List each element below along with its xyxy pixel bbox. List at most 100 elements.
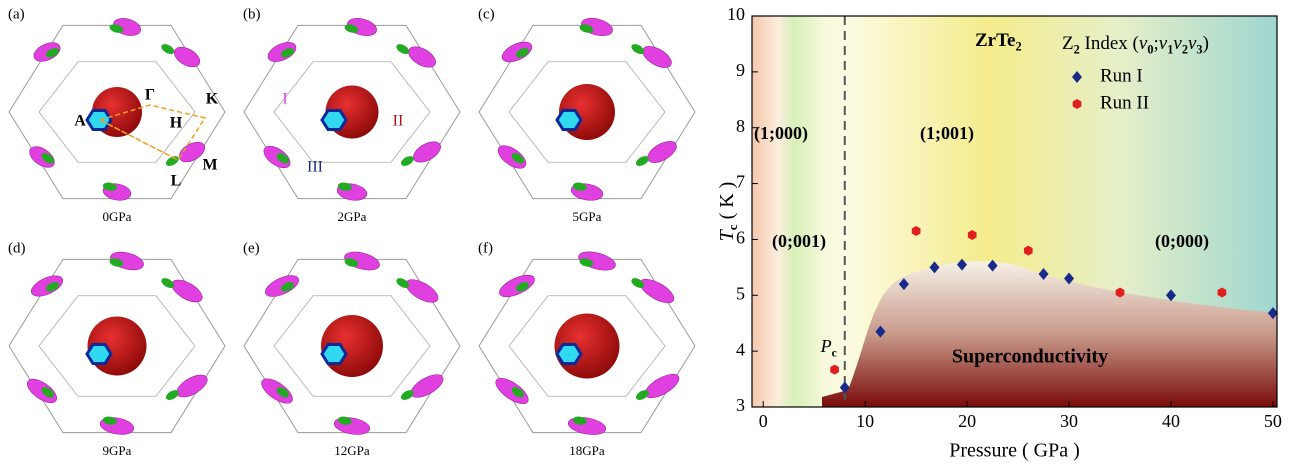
marker-hexagon bbox=[1023, 245, 1033, 256]
pocket-green bbox=[165, 156, 179, 166]
legend-title-part: 2 bbox=[1074, 43, 1080, 57]
phase-label: (1;000) bbox=[754, 123, 808, 144]
pocket-green bbox=[631, 278, 645, 289]
panel: (d) 9GPa bbox=[8, 240, 226, 458]
pocket-green bbox=[280, 48, 295, 58]
fermi-surface-panels: (a) 0GPa (b) 2GPa (c) 5GPa (d) 9GPa (e) 12GPa (f) 1… bbox=[8, 6, 696, 458]
marker-hexagon bbox=[1115, 287, 1125, 298]
legend-title-part: v bbox=[1139, 33, 1148, 54]
pocket-green bbox=[515, 282, 530, 292]
legend-title: Z2 Index (v0;v1v2v3) bbox=[1062, 33, 1209, 56]
marker-diamond bbox=[875, 325, 886, 338]
panel: (a) 0GPa bbox=[8, 6, 226, 224]
pressure-label: 9GPa bbox=[103, 443, 132, 458]
pocket-green bbox=[396, 44, 410, 55]
pocket-green bbox=[400, 390, 414, 400]
pocket-magenta bbox=[567, 417, 607, 435]
compound-label-part: ZrTe bbox=[975, 30, 1015, 51]
a-pocket bbox=[320, 108, 348, 132]
pocket-green bbox=[161, 278, 175, 289]
y-tick-label: 9 bbox=[736, 60, 745, 80]
legend-title-part: 0 bbox=[1147, 43, 1153, 57]
marker-diamond bbox=[1165, 289, 1176, 302]
phase-label: (1;001) bbox=[920, 123, 974, 144]
pocket-green bbox=[344, 24, 359, 33]
panel: (b) 2GPa bbox=[243, 6, 461, 224]
pressure-label: 5GPa bbox=[573, 209, 602, 224]
pocket-magenta bbox=[639, 278, 675, 304]
pocket-green bbox=[161, 44, 175, 55]
symmetry-point: H bbox=[170, 115, 183, 132]
pocket-green bbox=[41, 387, 54, 398]
x-axis-label: Pressure ( GPa ) bbox=[949, 440, 1080, 462]
legend-title-part: v bbox=[1173, 33, 1182, 54]
legend-title-part: 3 bbox=[1196, 43, 1202, 57]
a-pocket bbox=[320, 342, 348, 366]
marker-hexagon bbox=[967, 229, 977, 240]
bz-outline bbox=[8, 24, 226, 200]
bz-inner bbox=[508, 61, 666, 163]
pocket-green bbox=[635, 156, 649, 166]
pocket-green bbox=[344, 258, 359, 267]
pocket-green bbox=[631, 44, 645, 55]
phase-label: (0;001) bbox=[772, 231, 826, 252]
pocket-green bbox=[515, 48, 530, 58]
y-axis-label-part: ( K ) bbox=[716, 182, 738, 225]
bz-outline bbox=[8, 258, 226, 434]
pocket-green bbox=[400, 156, 414, 166]
pocket-green bbox=[45, 48, 60, 58]
pocket-magenta bbox=[647, 141, 677, 163]
pc-label-part: c bbox=[832, 346, 837, 359]
y-tick-label: 8 bbox=[736, 116, 745, 136]
legend-title-part: v bbox=[1188, 33, 1197, 54]
a-pocket bbox=[85, 108, 113, 132]
pocket-green bbox=[579, 24, 594, 33]
bz-inner bbox=[508, 295, 666, 397]
pc-label-part: P bbox=[820, 336, 832, 356]
legend-title-part: ; bbox=[1153, 33, 1158, 54]
pocket-green bbox=[337, 182, 352, 191]
marker-diamond bbox=[1064, 272, 1075, 285]
pocket-green bbox=[45, 282, 60, 292]
panel-label: (f) bbox=[478, 240, 493, 256]
legend-title-part: 2 bbox=[1182, 43, 1188, 57]
panel-label: (c) bbox=[478, 6, 495, 22]
symmetry-point: L bbox=[171, 173, 182, 190]
pocket-green bbox=[396, 278, 410, 289]
bz-inner bbox=[38, 61, 196, 163]
pocket-magenta bbox=[410, 374, 444, 398]
symmetry-point: A bbox=[74, 113, 86, 130]
panel-label: (a) bbox=[8, 6, 25, 22]
bz-outline bbox=[243, 24, 461, 200]
panel: (e) 12GPa bbox=[243, 240, 461, 458]
pocket-green bbox=[109, 258, 124, 267]
legend-label: Run II bbox=[1100, 92, 1149, 113]
symmetry-point: M bbox=[202, 157, 217, 174]
bz-inner bbox=[273, 295, 431, 397]
x-tick-label: 40 bbox=[1162, 411, 1180, 431]
pocket-green bbox=[276, 153, 289, 164]
pocket-green bbox=[572, 416, 587, 425]
pocket-green bbox=[337, 416, 352, 425]
pocket-label: III bbox=[307, 159, 323, 176]
panel-label: (e) bbox=[243, 240, 260, 256]
pocket-green bbox=[102, 182, 117, 191]
marker-diamond bbox=[898, 278, 909, 291]
marker-diamond bbox=[929, 261, 940, 274]
legend-label: Run I bbox=[1100, 65, 1143, 86]
phase-label: (0;000) bbox=[1155, 231, 1209, 252]
pocket-green bbox=[511, 387, 524, 398]
y-tick-label: 7 bbox=[736, 172, 745, 192]
y-tick-label: 6 bbox=[736, 228, 745, 248]
marker-diamond bbox=[957, 258, 967, 271]
pocket-green bbox=[635, 390, 649, 400]
x-tick-label: 50 bbox=[1264, 411, 1282, 431]
marker-hexagon bbox=[1217, 287, 1227, 298]
marker-diamond bbox=[1267, 307, 1278, 320]
marker-hexagon bbox=[830, 364, 839, 375]
y-tick-label: 4 bbox=[736, 339, 745, 359]
pocket-green bbox=[579, 258, 594, 267]
pocket-green bbox=[572, 182, 587, 191]
panel: (c) 5GPa bbox=[478, 6, 696, 224]
